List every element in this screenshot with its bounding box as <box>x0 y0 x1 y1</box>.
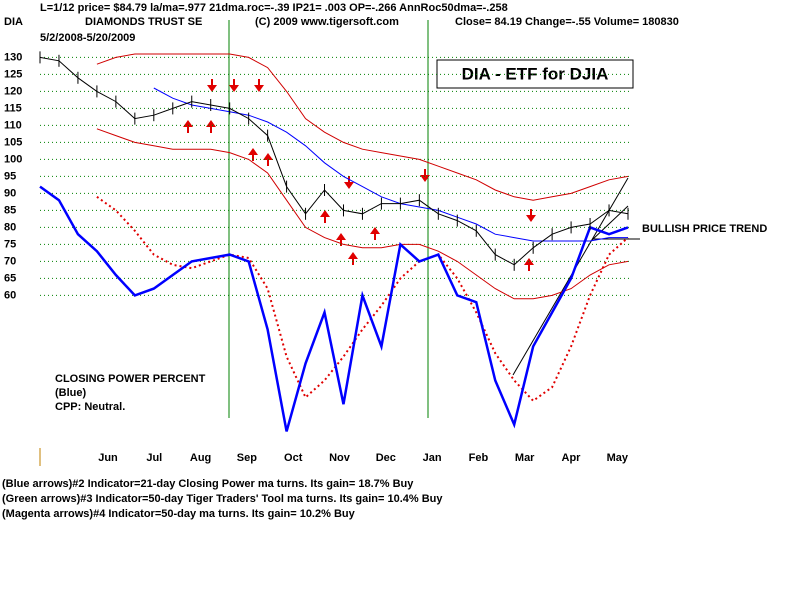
series-line <box>96 53 629 201</box>
y-tick-label: 100 <box>4 153 22 165</box>
footer-line: (Blue arrows)#2 Indicator=21-day Closing… <box>2 478 414 490</box>
annotation: BULLISH PRICE TREND <box>642 223 767 235</box>
x-tick-label: Mar <box>515 452 535 464</box>
chart-title: DIA - ETF for DJIA <box>462 64 609 83</box>
y-tick-label: 105 <box>4 136 22 148</box>
y-tick-label: 90 <box>4 187 16 199</box>
y-tick-label: 75 <box>4 238 16 250</box>
header-line: L=1/12 price= $84.79 la/ma=.977 21dma.ro… <box>40 2 508 14</box>
y-tick-label: 85 <box>4 204 16 216</box>
x-tick-label: Jun <box>98 452 118 464</box>
up-arrow <box>348 252 358 265</box>
footer-line: (Magenta arrows)#4 Indicator=50-day ma t… <box>2 508 356 520</box>
up-arrow <box>183 120 193 133</box>
y-tick-label: 110 <box>4 119 22 131</box>
date-range: 5/2/2008-5/20/2009 <box>40 32 135 44</box>
down-arrow <box>344 176 354 189</box>
y-tick-label: 70 <box>4 255 16 267</box>
name: DIAMONDS TRUST SE <box>85 16 202 28</box>
x-tick-label: Feb <box>469 452 489 464</box>
x-tick-label: May <box>607 452 629 464</box>
y-tick-label: 130 <box>4 51 22 63</box>
trend-line <box>591 205 629 241</box>
x-tick-label: Sep <box>237 452 257 464</box>
x-tick-label: Nov <box>329 452 351 464</box>
annotation: CPP: Neutral. <box>55 401 125 413</box>
up-arrow <box>524 258 534 271</box>
up-arrow <box>336 233 346 246</box>
down-arrow <box>207 79 217 92</box>
series-line <box>96 128 629 300</box>
x-tick-label: Oct <box>284 452 303 464</box>
series-line <box>39 56 629 266</box>
up-arrow <box>206 120 216 133</box>
down-arrow <box>526 209 536 222</box>
symbol: DIA <box>4 16 23 28</box>
y-tick-label: 65 <box>4 272 16 284</box>
y-tick-label: 95 <box>4 170 16 182</box>
annotation: (Blue) <box>55 387 87 399</box>
down-arrow <box>420 169 430 182</box>
up-arrow <box>370 227 380 240</box>
y-tick-label: 80 <box>4 221 16 233</box>
x-tick-label: Dec <box>376 452 396 464</box>
x-tick-label: Jan <box>423 452 442 464</box>
series-line <box>153 87 628 242</box>
up-arrow <box>248 148 258 161</box>
up-arrow <box>320 210 330 223</box>
y-tick-label: 115 <box>4 102 22 114</box>
close-info: Close= 84.19 Change=-.55 Volume= 180830 <box>455 16 679 28</box>
down-arrow <box>254 79 264 92</box>
footer-line: (Green arrows)#3 Indicator=50-day Tiger … <box>2 493 443 505</box>
arrows <box>183 79 536 271</box>
copyright: (C) 2009 www.tigersoft.com <box>255 16 399 28</box>
x-tick-label: Aug <box>190 452 211 464</box>
annotation: CLOSING POWER PERCENT <box>55 373 206 385</box>
x-tick-label: Apr <box>562 452 582 464</box>
y-tick-label: 125 <box>4 68 22 80</box>
down-arrow <box>229 79 239 92</box>
y-tick-label: 120 <box>4 85 22 97</box>
x-tick-label: Jul <box>146 452 162 464</box>
y-tick-label: 60 <box>4 289 16 301</box>
series-line <box>39 185 629 432</box>
